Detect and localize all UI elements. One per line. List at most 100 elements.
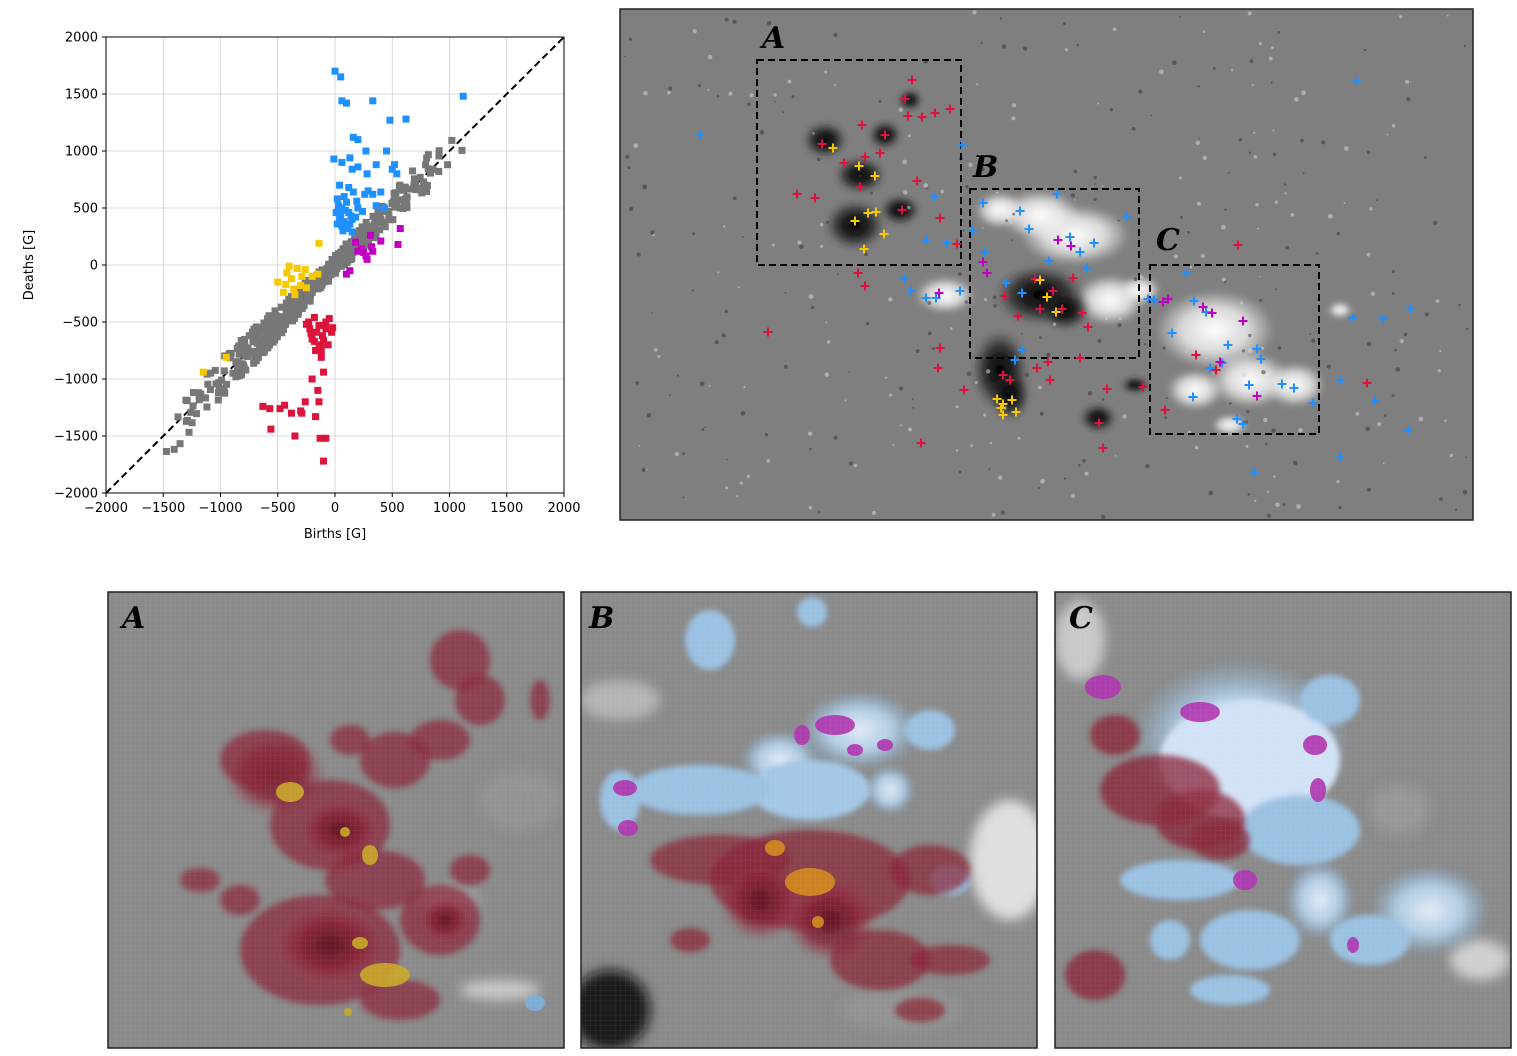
scatter-point-red bbox=[324, 341, 332, 349]
magnetogram-speckle bbox=[1093, 175, 1097, 180]
scatter-point-gray bbox=[352, 229, 360, 237]
magnetogram-speckle bbox=[1435, 299, 1440, 303]
scatter-point-gray bbox=[397, 184, 405, 192]
feature-marker-red bbox=[1045, 375, 1055, 385]
feature-marker-blue bbox=[1352, 76, 1362, 86]
magnetogram-speckle bbox=[633, 143, 639, 149]
feature-marker-yellow bbox=[871, 207, 881, 217]
scatter-point-blue bbox=[377, 188, 385, 196]
feature-marker-magenta bbox=[1252, 391, 1262, 401]
magnetogram-speckle bbox=[1117, 219, 1120, 222]
feature-marker-red bbox=[817, 139, 827, 149]
magnetogram-speckle bbox=[627, 166, 631, 170]
scatter-point-blue bbox=[348, 215, 356, 223]
magnetogram-speckle bbox=[1258, 42, 1262, 46]
scatter-point-blue bbox=[333, 220, 341, 228]
scatter-point-blue bbox=[348, 228, 356, 236]
scatter-point-yellow bbox=[297, 282, 305, 290]
magnetogram-speckle bbox=[1284, 192, 1287, 195]
magnetogram-speckle bbox=[1212, 372, 1215, 375]
magnetogram-speckle bbox=[1449, 453, 1454, 458]
scatter-point-gray bbox=[448, 136, 456, 144]
feature-marker-red bbox=[897, 205, 907, 215]
magnetogram-speckle bbox=[1462, 489, 1468, 495]
scatter-point-gray bbox=[214, 396, 222, 404]
scatter-point-gray bbox=[259, 324, 267, 332]
magnetogram-speckle bbox=[1264, 442, 1268, 446]
scatter-point-blue bbox=[338, 158, 346, 166]
magnetogram-speckle bbox=[1270, 81, 1273, 84]
magnetogram-speckle bbox=[915, 349, 920, 353]
magnetogram-speckle bbox=[965, 185, 969, 189]
magnetogram-speckle bbox=[1296, 504, 1301, 509]
magnetogram-speckle bbox=[1150, 114, 1153, 117]
feature-marker-yellow bbox=[828, 143, 838, 153]
scatter-point-blue bbox=[345, 183, 353, 191]
magnetogram-speckle bbox=[807, 431, 813, 436]
feature-marker-blue bbox=[1405, 304, 1415, 314]
scatter-point-gray bbox=[195, 396, 203, 404]
scatter-point-gray bbox=[356, 232, 364, 240]
scatter-point-blue bbox=[346, 154, 354, 162]
scatter-point-gray bbox=[211, 366, 219, 374]
feature-marker-red bbox=[912, 176, 922, 186]
feature-marker-magenta bbox=[1066, 241, 1076, 251]
scatter-point-blue bbox=[363, 170, 371, 178]
magnetogram-speckle bbox=[737, 286, 740, 289]
scatter-point-blue bbox=[338, 222, 346, 230]
magnetogram-speckle bbox=[825, 321, 828, 324]
magnetogram-speckle bbox=[707, 54, 713, 60]
scatter-point-gray bbox=[337, 248, 345, 256]
magnetogram-speckle bbox=[1133, 277, 1138, 282]
magnetogram-speckle bbox=[1391, 270, 1395, 274]
magnetogram-speckle bbox=[932, 347, 935, 350]
scatter-point-red bbox=[310, 337, 318, 345]
scatter-point-gray bbox=[356, 227, 364, 235]
feature-marker-red bbox=[907, 75, 917, 85]
feature-marker-red bbox=[998, 370, 1008, 380]
scatter-point-gray bbox=[182, 417, 190, 425]
feature-marker-yellow bbox=[854, 161, 864, 171]
magnetogram-speckle bbox=[707, 88, 710, 91]
feature-marker-red bbox=[952, 239, 962, 249]
magnetogram-speckle bbox=[624, 55, 626, 58]
magnetogram-speckle bbox=[816, 157, 821, 162]
scatter-point-red bbox=[317, 348, 325, 356]
y-tick-label: 0 bbox=[90, 259, 98, 274]
magnetogram-speckle bbox=[704, 426, 707, 429]
magnetogram-speckle bbox=[1464, 456, 1467, 459]
feature-marker-red bbox=[935, 343, 945, 353]
magnetogram-speckle bbox=[1202, 155, 1208, 161]
magnetogram-speckle bbox=[725, 486, 728, 490]
magnetogram-speckle bbox=[1012, 212, 1016, 216]
magnetogram-speckle bbox=[1399, 338, 1404, 344]
scatter-point-gray bbox=[283, 303, 291, 311]
feature-marker-red bbox=[875, 148, 885, 158]
magnetogram-speckle bbox=[1253, 499, 1257, 503]
scatter-point-gray bbox=[362, 238, 370, 246]
scatter-point-red bbox=[325, 315, 333, 323]
scatter-point-gray bbox=[239, 366, 247, 374]
magnetogram-speckle bbox=[834, 84, 836, 86]
magnetogram-speckle bbox=[888, 297, 893, 302]
scatter-point-yellow bbox=[222, 353, 230, 361]
magnetogram-speckle bbox=[641, 467, 646, 472]
magnetogram-speckle bbox=[1403, 332, 1408, 337]
scatter-point-gray bbox=[338, 260, 346, 268]
scatter-point-gray bbox=[362, 218, 370, 226]
magnetogram-speckle bbox=[849, 211, 852, 215]
magnetogram-speckle bbox=[668, 86, 673, 91]
feature-marker-red bbox=[903, 111, 913, 121]
magnetogram-background bbox=[620, 9, 1473, 520]
magnetogram-speckle bbox=[976, 83, 979, 86]
scatter-point-blue bbox=[372, 202, 380, 210]
magnetogram-speckle bbox=[799, 244, 804, 250]
scatter-point-blue bbox=[354, 163, 362, 171]
scatter-point-red bbox=[316, 434, 324, 442]
scatter-point-red bbox=[291, 432, 299, 440]
magnetogram-speckle bbox=[1212, 66, 1216, 70]
magnetogram-speckle bbox=[1376, 199, 1378, 201]
scatter-point-gray bbox=[304, 295, 312, 303]
magnetogram-speckle bbox=[907, 134, 911, 138]
scatter-point-gray bbox=[374, 205, 382, 213]
